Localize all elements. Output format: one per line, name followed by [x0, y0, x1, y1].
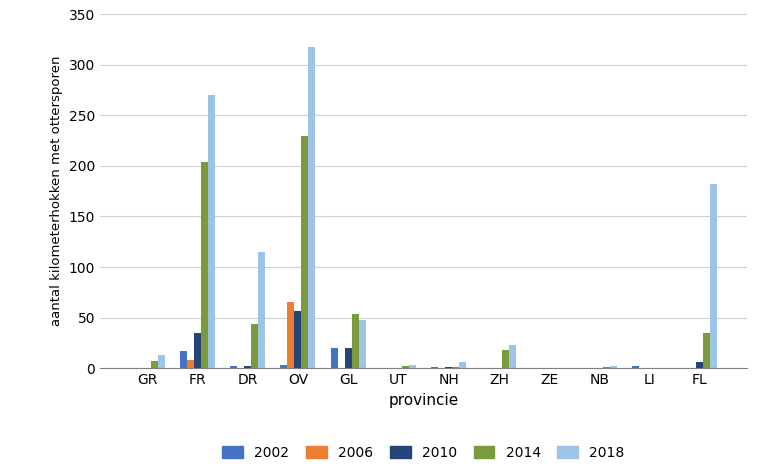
Bar: [187, 360, 194, 368]
Bar: [287, 303, 294, 368]
Bar: [251, 324, 258, 368]
Bar: [301, 135, 309, 368]
Bar: [359, 320, 366, 368]
Bar: [603, 367, 610, 368]
Bar: [402, 366, 409, 368]
Bar: [280, 365, 287, 368]
Bar: [345, 348, 352, 368]
Bar: [158, 355, 165, 368]
Bar: [452, 367, 459, 368]
Bar: [459, 362, 466, 368]
Bar: [201, 162, 208, 368]
Bar: [431, 367, 438, 368]
Bar: [352, 313, 359, 368]
Bar: [510, 345, 517, 368]
Y-axis label: aantal kilometerhokken met ottersporen: aantal kilometerhokken met ottersporen: [50, 56, 63, 327]
Bar: [445, 367, 452, 368]
Bar: [696, 362, 704, 368]
X-axis label: provincie: provincie: [388, 393, 459, 408]
Bar: [704, 333, 711, 368]
Bar: [330, 348, 337, 368]
Bar: [409, 365, 416, 368]
Bar: [610, 366, 617, 368]
Bar: [294, 311, 301, 368]
Bar: [179, 351, 187, 368]
Legend: 2002, 2006, 2010, 2014, 2018: 2002, 2006, 2010, 2014, 2018: [223, 446, 624, 460]
Bar: [151, 361, 158, 368]
Bar: [208, 95, 215, 368]
Bar: [258, 252, 265, 368]
Bar: [230, 366, 237, 368]
Bar: [244, 366, 251, 368]
Bar: [632, 366, 639, 368]
Bar: [502, 350, 510, 368]
Bar: [711, 184, 718, 368]
Bar: [309, 47, 316, 368]
Bar: [194, 333, 201, 368]
